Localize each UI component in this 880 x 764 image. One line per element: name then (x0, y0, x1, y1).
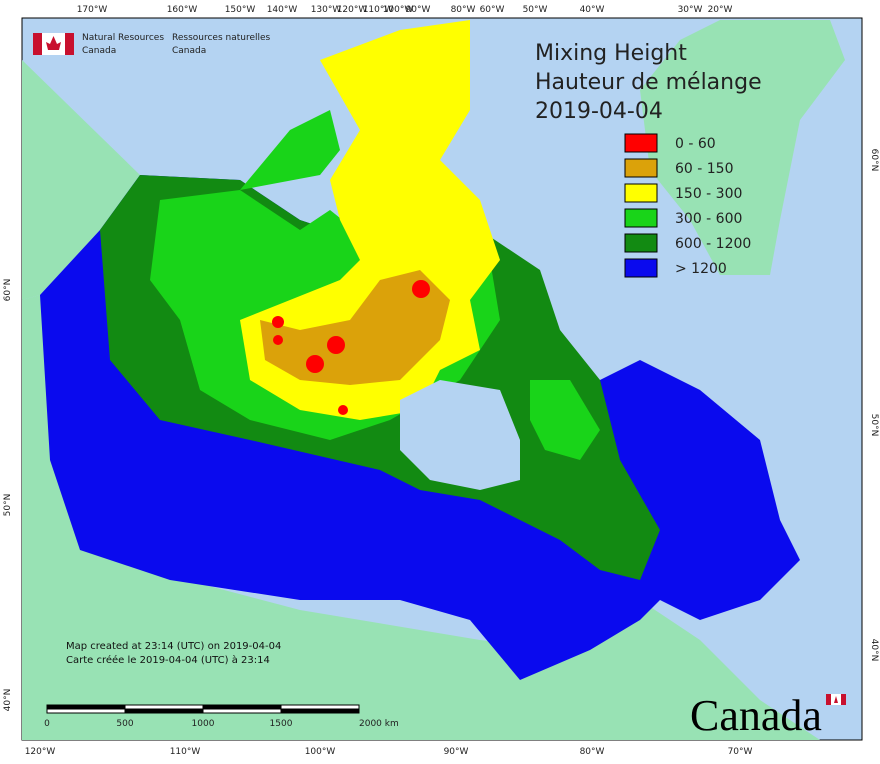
top-graticule-label: 50°W (523, 5, 548, 15)
top-graticule-label: 100°W (383, 5, 414, 15)
zone-0-60 (272, 316, 284, 328)
left-graticule-label: 50°N (3, 494, 13, 517)
zone-0-60 (412, 280, 430, 298)
top-graticule-label: 30°W (678, 5, 703, 15)
top-graticule-label: 120°W (337, 5, 368, 15)
zone-0-60 (273, 335, 283, 345)
top-graticule-label: 130°W (311, 5, 342, 15)
legend-label: 300 - 600 (675, 211, 742, 227)
right-graticule-label: 60°N (869, 149, 879, 172)
bottom-graticule-label: 70°W (728, 747, 753, 757)
footnote: Map created at 23:14 (UTC) on 2019-04-04 (66, 641, 281, 652)
legend-swatch (624, 133, 658, 153)
top-graticule-label: 60°W (480, 5, 505, 15)
canada-wordmark: Canada (690, 691, 822, 740)
zone-0-60 (338, 405, 348, 415)
right-graticule-label: 50°N (869, 414, 879, 437)
zone-300-600-quebec (530, 380, 600, 460)
alaska (22, 60, 140, 300)
top-graticule-label: 140°W (267, 5, 298, 15)
left-graticule-label: 40°N (3, 689, 13, 712)
bottom-graticule-label: 90°W (444, 747, 469, 757)
top-graticule-label: 20°W (708, 5, 733, 15)
top-graticule-label: 90°W (406, 5, 431, 15)
scale-label: 2000 km (359, 719, 399, 729)
agency-fr: Canada (172, 46, 206, 56)
legend-label: 60 - 150 (675, 161, 734, 177)
agency-en: Natural Resources (82, 33, 164, 43)
map-title: Hauteur de mélange (535, 70, 762, 95)
legend-label: 0 - 60 (675, 136, 716, 152)
footnote: Carte créée le 2019-04-04 (UTC) à 23:14 (66, 654, 270, 666)
top-graticule-label: 160°W (167, 5, 198, 15)
map-title: Mixing Height (535, 41, 687, 66)
legend-swatch (624, 233, 658, 253)
left-graticule-label: 60°N (3, 279, 13, 302)
legend-swatch (624, 158, 658, 178)
zone-300-600-arctic (240, 110, 340, 190)
nrcan-flag (33, 33, 74, 55)
scale-label: 500 (116, 719, 133, 729)
top-graticule-label: 150°W (225, 5, 256, 15)
agency-fr: Ressources naturelles (172, 33, 271, 43)
zone-60-150 (260, 270, 450, 385)
scale-bar (46, 704, 360, 714)
legend-label: 600 - 1200 (675, 236, 751, 252)
scale-label: 0 (44, 719, 50, 729)
hudson-bay (400, 380, 520, 490)
legend-swatch (624, 258, 658, 278)
right-graticule-label: 40°N (869, 639, 879, 662)
bottom-graticule-label: 120°W (25, 747, 56, 757)
zone-0-60 (306, 355, 324, 373)
legend-label: > 1200 (675, 261, 727, 277)
top-graticule-label: 110°W (363, 5, 394, 15)
top-graticule-label: 80°W (451, 5, 476, 15)
map-body (22, 20, 845, 740)
top-graticule-label: 170°W (77, 5, 108, 15)
scale-label: 1000 (192, 719, 215, 729)
wordmark-flag (826, 694, 846, 705)
legend-swatch (624, 208, 658, 228)
bottom-graticule-label: 110°W (170, 747, 201, 757)
legend-swatch (624, 183, 658, 203)
agency-en: Canada (82, 46, 116, 56)
zone-0-60 (327, 336, 345, 354)
greenland (640, 20, 845, 275)
scale-label: 1500 (270, 719, 293, 729)
map-title: 2019-04-04 (535, 99, 663, 124)
legend-label: 150 - 300 (675, 186, 742, 202)
bottom-graticule-label: 80°W (580, 747, 605, 757)
top-graticule-label: 40°W (580, 5, 605, 15)
bottom-graticule-label: 100°W (305, 747, 336, 757)
